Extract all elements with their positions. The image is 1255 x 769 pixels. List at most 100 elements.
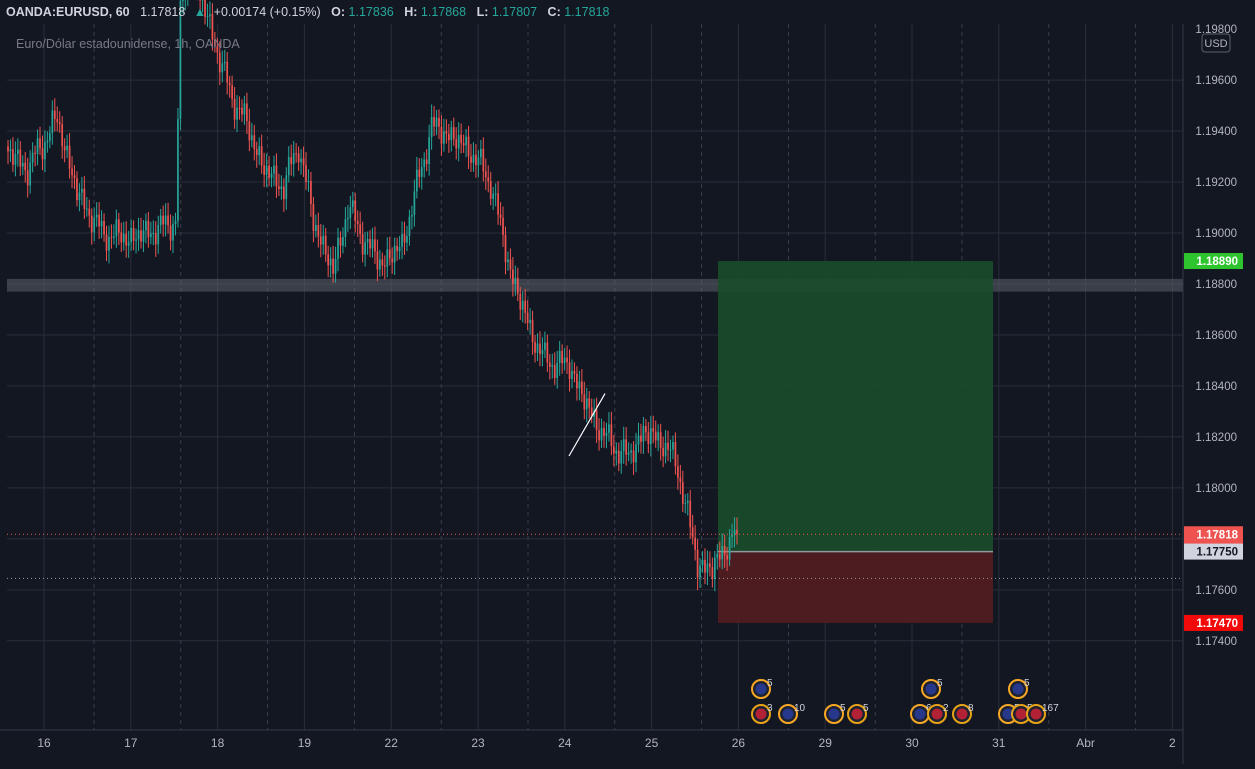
candle-body[interactable]	[155, 233, 157, 244]
candle-body[interactable]	[441, 127, 443, 144]
candle-body[interactable]	[682, 482, 684, 504]
candle-body[interactable]	[7, 146, 9, 151]
candle-body[interactable]	[248, 121, 250, 140]
candle-body[interactable]	[603, 428, 605, 436]
candle-body[interactable]	[465, 137, 467, 146]
candle-body[interactable]	[150, 234, 152, 238]
candle-body[interactable]	[670, 449, 672, 450]
candle-body[interactable]	[549, 362, 551, 366]
candle-body[interactable]	[182, 0, 184, 1]
candle-body[interactable]	[512, 270, 514, 284]
candle-body[interactable]	[463, 143, 465, 145]
candle-body[interactable]	[61, 124, 63, 146]
candle-body[interactable]	[647, 432, 649, 444]
candle-body[interactable]	[377, 251, 379, 269]
candle-body[interactable]	[667, 443, 669, 450]
candle-body[interactable]	[684, 503, 686, 504]
candle-body[interactable]	[81, 189, 83, 193]
candle-body[interactable]	[517, 278, 519, 294]
candle-body[interactable]	[320, 237, 322, 245]
candle-body[interactable]	[332, 258, 334, 273]
candle-body[interactable]	[468, 137, 470, 157]
candle-body[interactable]	[579, 382, 581, 389]
candle-body[interactable]	[374, 239, 376, 251]
candle-body[interactable]	[460, 135, 462, 143]
candle-body[interactable]	[271, 174, 273, 178]
candle-body[interactable]	[308, 181, 310, 182]
candle-body[interactable]	[145, 221, 147, 231]
candle-body[interactable]	[608, 424, 610, 432]
candle-body[interactable]	[729, 537, 731, 560]
candle-body[interactable]	[268, 165, 270, 177]
candle-body[interactable]	[125, 234, 127, 246]
candle-body[interactable]	[687, 501, 689, 503]
candle-body[interactable]	[111, 237, 113, 238]
candle-body[interactable]	[345, 219, 347, 237]
candle-body[interactable]	[475, 155, 477, 166]
candle-body[interactable]	[384, 265, 386, 266]
candle-body[interactable]	[660, 432, 662, 448]
candle-body[interactable]	[170, 226, 172, 241]
candle-body[interactable]	[340, 238, 342, 246]
candle-body[interactable]	[315, 225, 317, 231]
candle-body[interactable]	[635, 445, 637, 463]
currency-button-label[interactable]: USD	[1204, 38, 1227, 50]
candle-body[interactable]	[47, 141, 49, 142]
candle-body[interactable]	[450, 127, 452, 140]
candle-body[interactable]	[106, 234, 108, 250]
candle-body[interactable]	[497, 193, 499, 214]
candle-body[interactable]	[401, 234, 403, 247]
candle-body[interactable]	[236, 108, 238, 120]
candle-body[interactable]	[10, 149, 12, 151]
candle-body[interactable]	[352, 200, 354, 207]
candle-body[interactable]	[219, 53, 221, 73]
candle-body[interactable]	[699, 565, 701, 577]
candle-body[interactable]	[611, 424, 613, 446]
candle-body[interactable]	[54, 110, 56, 119]
candle-body[interactable]	[598, 430, 600, 440]
candle-body[interactable]	[423, 160, 425, 167]
candle-body[interactable]	[226, 62, 228, 83]
candle-body[interactable]	[175, 221, 177, 224]
candle-body[interactable]	[655, 432, 657, 441]
candle-body[interactable]	[362, 234, 364, 254]
candle-body[interactable]	[539, 344, 541, 354]
candle-body[interactable]	[571, 371, 573, 379]
candle-body[interactable]	[492, 194, 494, 199]
candle-body[interactable]	[448, 134, 450, 140]
candle-body[interactable]	[411, 215, 413, 217]
candle-body[interactable]	[42, 148, 44, 159]
candle-body[interactable]	[140, 230, 142, 241]
candle-body[interactable]	[537, 344, 539, 353]
candle-body[interactable]	[357, 221, 359, 224]
candle-body[interactable]	[399, 247, 401, 251]
candle-body[interactable]	[519, 294, 521, 310]
candle-body[interactable]	[652, 428, 654, 431]
candle-body[interactable]	[162, 216, 164, 225]
candle-body[interactable]	[714, 558, 716, 579]
candle-body[interactable]	[409, 217, 411, 236]
candle-body[interactable]	[313, 204, 315, 231]
candle-body[interactable]	[74, 175, 76, 178]
candle-body[interactable]	[692, 527, 694, 537]
candle-body[interactable]	[628, 453, 630, 455]
candle-body[interactable]	[143, 231, 145, 242]
candle-body[interactable]	[133, 228, 135, 241]
candle-body[interactable]	[586, 398, 588, 409]
candle-body[interactable]	[389, 250, 391, 259]
candle-body[interactable]	[414, 192, 416, 215]
candle-body[interactable]	[281, 187, 283, 189]
candle-body[interactable]	[394, 246, 396, 263]
candle-body[interactable]	[510, 259, 512, 269]
candle-body[interactable]	[19, 150, 21, 167]
candle-body[interactable]	[559, 351, 561, 363]
candle-body[interactable]	[288, 157, 290, 175]
candle-body[interactable]	[544, 343, 546, 350]
candle-body[interactable]	[623, 439, 625, 451]
candle-body[interactable]	[108, 237, 110, 251]
candle-body[interactable]	[32, 153, 34, 163]
candle-body[interactable]	[293, 153, 295, 164]
candle-body[interactable]	[15, 154, 17, 165]
candle-body[interactable]	[721, 546, 723, 559]
candle-body[interactable]	[93, 218, 95, 233]
